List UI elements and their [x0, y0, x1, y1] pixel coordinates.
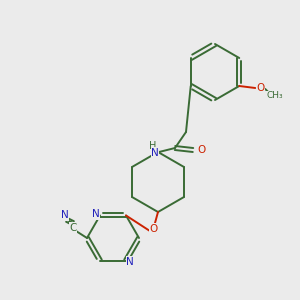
Text: N: N [151, 148, 159, 158]
Text: C: C [69, 223, 77, 233]
Text: N: N [61, 210, 69, 220]
Text: N: N [92, 209, 100, 220]
Text: O: O [150, 224, 158, 234]
Text: O: O [256, 83, 264, 93]
Text: CH₃: CH₃ [267, 92, 284, 100]
Text: H: H [149, 141, 157, 151]
Text: O: O [197, 145, 205, 155]
Text: N: N [126, 256, 134, 266]
